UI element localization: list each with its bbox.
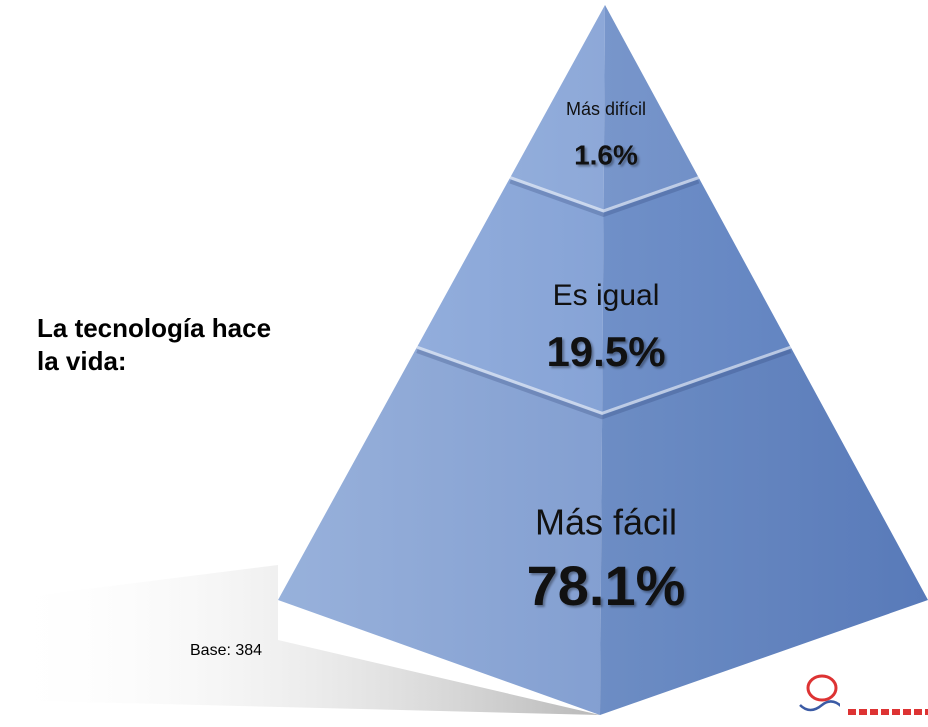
layer-value-label: 19.5% — [546, 328, 665, 375]
title-part: La tecnología hace — [37, 313, 271, 343]
layer-value-label: 1.6% — [574, 139, 638, 170]
layer-value-label: 78.1% — [527, 554, 686, 617]
floor-shadow — [0, 565, 600, 715]
layer-separator-shade — [509, 179, 700, 218]
layer-category: Es igual — [553, 279, 660, 312]
title-line: La tecnología hace la vida: — [37, 313, 278, 376]
layer-separator — [416, 345, 792, 415]
base-note: Base: 384 — [190, 642, 262, 659]
layer-separator-shade — [416, 349, 792, 420]
layer-category: Más difícil — [566, 99, 646, 119]
logo — [799, 674, 928, 722]
pyramid-layer — [510, 5, 699, 211]
layer-separator — [509, 176, 700, 213]
title-part: la vida: — [37, 346, 127, 376]
layer-category: Más fácil — [535, 502, 677, 543]
